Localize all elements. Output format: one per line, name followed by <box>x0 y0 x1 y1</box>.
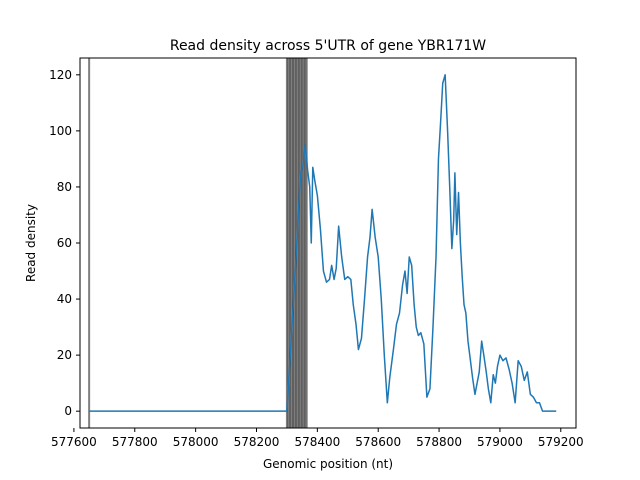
series-group <box>89 74 557 412</box>
x-tick-label-7: 579000 <box>477 435 523 449</box>
y-tick-label-6: 120 <box>49 68 72 82</box>
chart-title: Read density across 5'UTR of gene YBR171… <box>170 38 486 54</box>
y-axis-label: Read density <box>24 204 38 282</box>
y-tick-label-2: 40 <box>57 292 72 306</box>
x-tick-label-8: 579200 <box>538 435 584 449</box>
x-tick-label-2: 578000 <box>173 435 219 449</box>
y-tick-label-5: 100 <box>49 124 72 138</box>
vertical-lines <box>88 58 308 428</box>
y-tick-label-3: 60 <box>57 236 72 250</box>
series-line-0 <box>89 74 557 412</box>
y-tick-label-1: 20 <box>57 348 72 362</box>
x-tick-label-5: 578600 <box>355 435 401 449</box>
x-tick-label-6: 578800 <box>416 435 462 449</box>
x-axis-label: Genomic position (nt) <box>263 457 393 471</box>
y-tick-label-0: 0 <box>64 404 72 418</box>
x-tick-label-1: 577800 <box>112 435 158 449</box>
x-tick-label-0: 577600 <box>51 435 97 449</box>
x-tick-label-4: 578400 <box>294 435 340 449</box>
x-tick-label-3: 578200 <box>234 435 280 449</box>
x-axis: 577600 577800 578000 578200 578400 578600 5788… <box>51 428 584 449</box>
y-tick-label-4: 80 <box>57 180 72 194</box>
y-axis: 0 20 40 60 80 100 120 <box>49 68 80 418</box>
